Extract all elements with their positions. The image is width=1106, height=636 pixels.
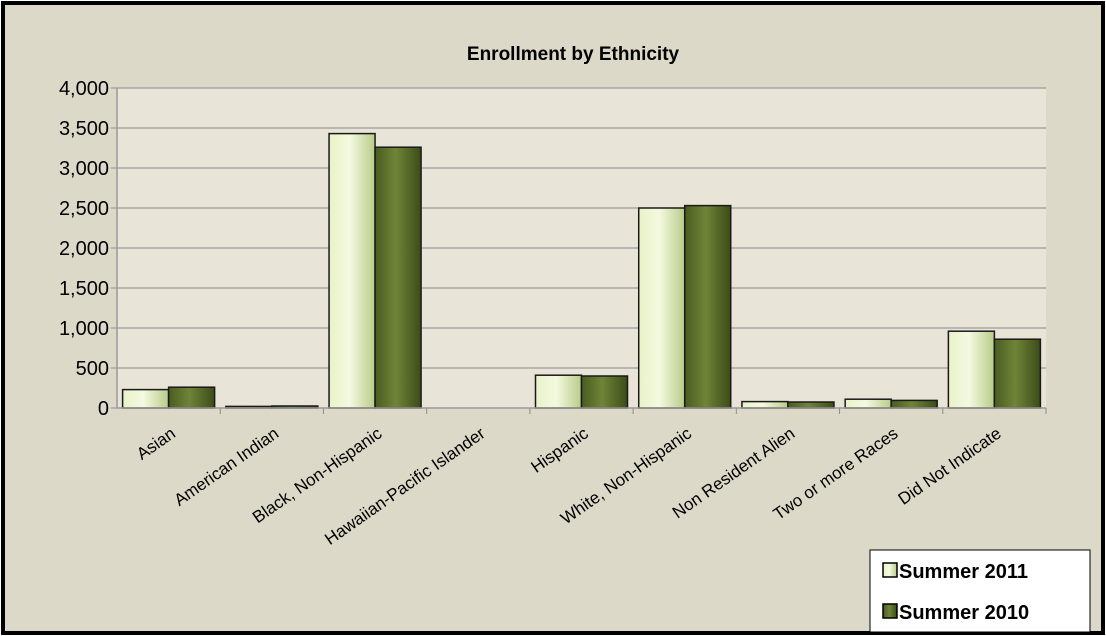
y-tick-label: 1,500 — [59, 278, 109, 300]
legend-box — [869, 549, 1091, 633]
legend-swatch-summer-2011 — [882, 562, 898, 578]
bar-summer-2010-two-or-more-races — [890, 399, 938, 409]
y-tick-label: 3,000 — [59, 158, 109, 180]
legend-swatch-summer-2010 — [882, 603, 898, 619]
bar-summer-2011-two-or-more-races — [844, 398, 892, 409]
bar-summer-2010-hispanic — [580, 375, 629, 409]
y-tick-label: 2,000 — [59, 238, 109, 260]
bar-summer-2011-white-non-hispanic — [637, 207, 686, 409]
bar-summer-2011-did-not-indicate — [947, 330, 996, 409]
bar-summer-2010-non-resident-alien — [787, 401, 835, 409]
y-tick-label: 500 — [76, 358, 109, 380]
bar-summer-2011-black-non-hispanic — [328, 132, 376, 409]
bar-summer-2010-asian — [167, 386, 216, 409]
gridlines — [111, 87, 1046, 409]
y-tick-label: 3,500 — [59, 118, 109, 140]
y-tick-label: 4,000 — [59, 78, 109, 100]
bar-summer-2011-non-resident-alien — [741, 400, 789, 409]
bar-summer-2011-asian — [121, 388, 170, 409]
bar-summer-2010-white-non-hispanic — [683, 204, 732, 409]
legend-label-summer-2011: Summer 2011 — [899, 561, 1028, 583]
y-tick-label: 1,000 — [59, 318, 109, 340]
y-tick-labels: 0 500 1,000 1,500 2,000 2,500 3,000 3,500 4,000 — [59, 78, 109, 420]
y-tick-label: 2,500 — [59, 198, 109, 220]
chart-title: Enrollment by Ethnicity — [467, 44, 680, 65]
bar-summer-2010-black-non-hispanic — [374, 146, 422, 409]
bar-summer-2011-hispanic — [534, 374, 583, 409]
y-tick-label: 0 — [98, 398, 109, 420]
legend: Summer 2011 Summer 2010 — [869, 549, 1091, 633]
bar-summer-2010-did-not-indicate — [993, 338, 1042, 409]
legend-label-summer-2010: Summer 2010 — [899, 602, 1029, 624]
